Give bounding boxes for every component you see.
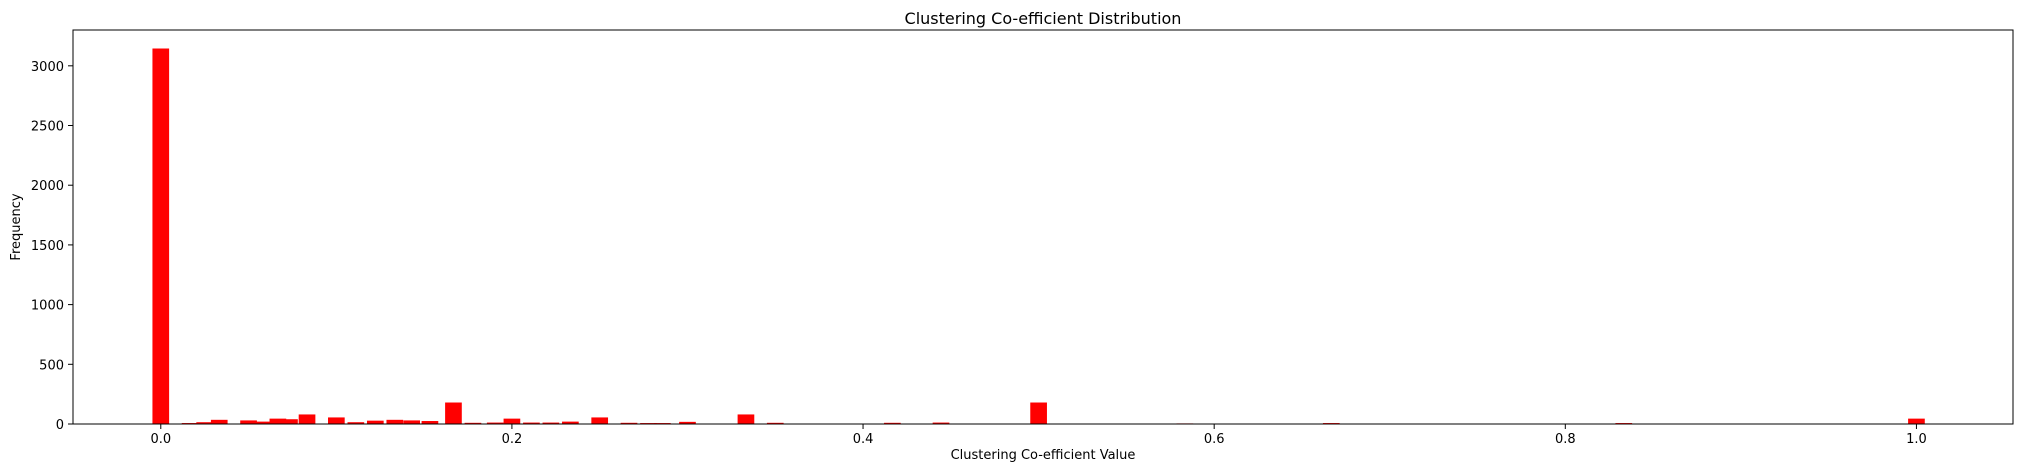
histogram-bar xyxy=(421,421,439,424)
histogram-bar xyxy=(766,422,784,424)
histogram-bar xyxy=(884,422,901,424)
histogram-bar xyxy=(523,422,540,424)
histogram-bar xyxy=(1908,418,1925,424)
histogram-bar xyxy=(542,422,560,424)
y-tick-label: 3000 xyxy=(31,60,64,75)
histogram-bar xyxy=(210,419,228,424)
x-tick-label: 0.8 xyxy=(1555,432,1576,447)
y-tick-label: 500 xyxy=(39,358,64,373)
y-tick-label: 1000 xyxy=(31,299,64,314)
plot-frame xyxy=(72,29,2014,425)
x-tick-label: 0.0 xyxy=(150,432,171,447)
histogram-bar xyxy=(254,421,272,424)
histogram-bar xyxy=(737,414,755,424)
y-axis: 0 500 1000 1500 2000 2500 3000 xyxy=(31,60,73,433)
chart-title: Clustering Co-efficient Distribution xyxy=(905,9,1182,28)
histogram-bar xyxy=(269,418,287,424)
y-tick-label: 2000 xyxy=(31,179,64,194)
y-tick-label: 0 xyxy=(56,418,64,433)
histogram-bar xyxy=(486,422,504,424)
y-tick-label: 2500 xyxy=(31,120,64,135)
histogram-bar xyxy=(386,419,404,424)
x-axis-title: Clustering Co-efficient Value xyxy=(951,448,1136,463)
bar-group xyxy=(152,48,1925,424)
histogram-bar xyxy=(679,421,696,424)
histogram-bar xyxy=(620,422,638,424)
histogram-bar xyxy=(503,418,521,424)
histogram-bar xyxy=(298,414,316,424)
histogram-bar xyxy=(403,420,421,424)
x-tick-label: 1.0 xyxy=(1906,432,1927,447)
histogram-bar xyxy=(366,420,384,424)
histogram-bar xyxy=(196,422,214,424)
x-tick-label: 0.6 xyxy=(1204,432,1225,447)
histogram-bar xyxy=(1030,402,1047,424)
histogram-bar xyxy=(932,422,950,424)
histogram-bar xyxy=(347,422,365,424)
histogram-bar xyxy=(591,417,609,424)
histogram-bar xyxy=(562,421,579,424)
histogram-bar xyxy=(240,420,257,424)
y-axis-title: Frequency xyxy=(9,193,24,260)
histogram-bar xyxy=(152,48,170,424)
histogram-bar xyxy=(281,419,298,424)
histogram-bar xyxy=(328,417,345,424)
x-tick-label: 0.2 xyxy=(502,432,523,447)
x-axis: 0.0 0.2 0.4 0.6 0.8 1.0 xyxy=(150,424,1927,447)
histogram-bar xyxy=(464,422,482,424)
y-tick-label: 1500 xyxy=(31,239,64,254)
histogram-bar xyxy=(445,402,462,424)
x-tick-label: 0.4 xyxy=(853,432,874,447)
